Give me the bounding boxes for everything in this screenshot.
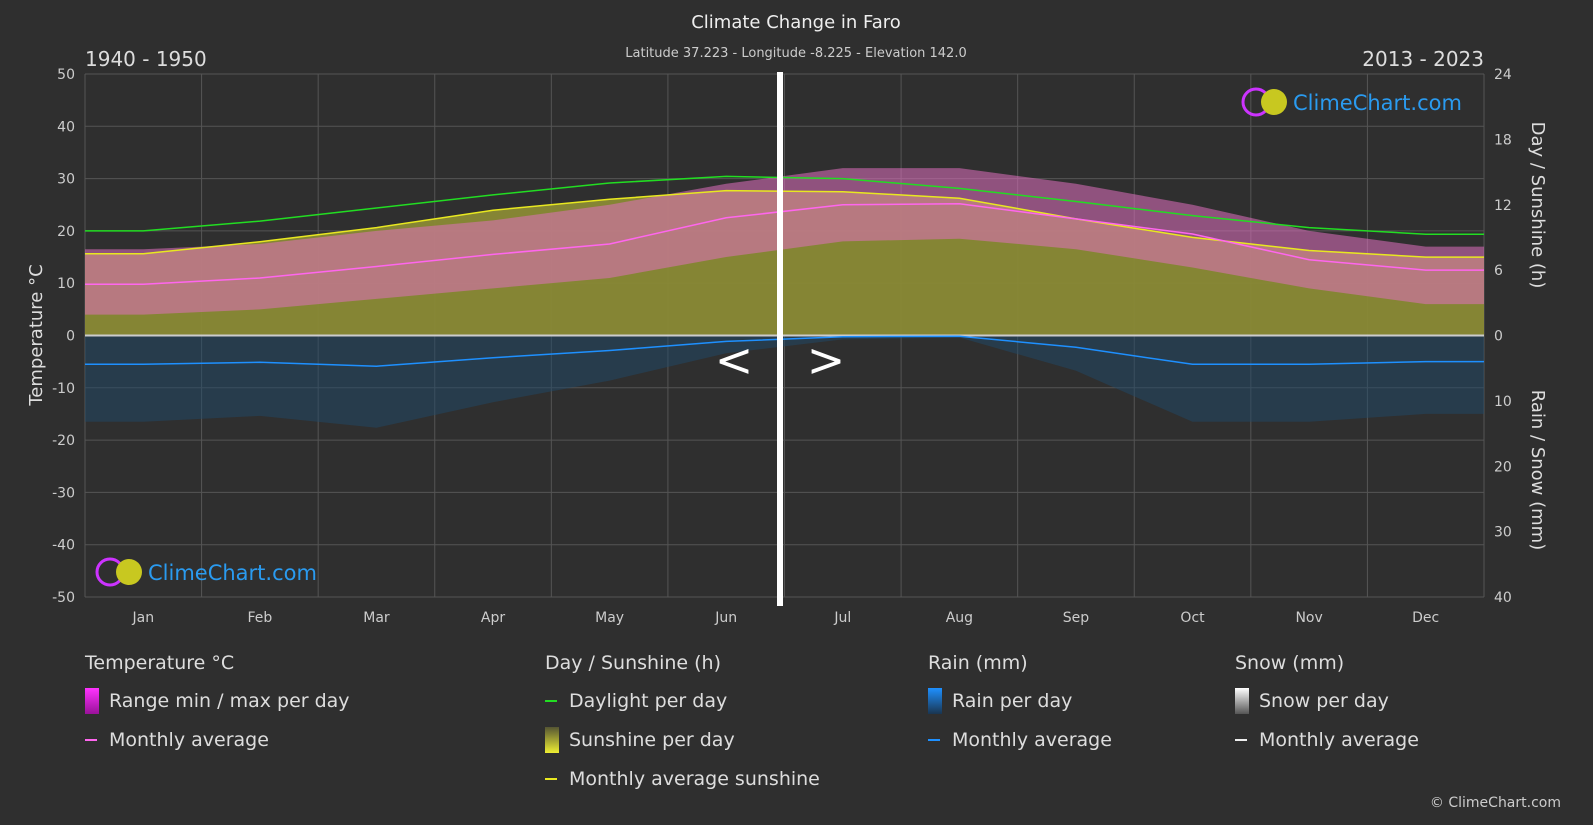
x-tick-month: Aug xyxy=(946,610,973,626)
legend-item: Monthly average xyxy=(109,729,269,751)
legend-title: Temperature °C xyxy=(85,652,235,674)
legend-item: Monthly average xyxy=(1259,729,1419,751)
legend-title: Rain (mm) xyxy=(928,652,1028,674)
chart-svg: Climate Change in Faro Latitude 37.223 -… xyxy=(26,12,1548,626)
line-swatch-icon xyxy=(85,739,97,741)
logo-text: ClimeChart.com xyxy=(148,561,317,585)
rain-per-day-area xyxy=(85,335,1484,428)
copyright: © ClimeChart.com xyxy=(1429,795,1561,811)
temperature-average-line xyxy=(85,202,1484,285)
legend-sunshine: Day / Sunshine (h) Daylight per day Suns… xyxy=(545,652,820,805)
x-tick-month: Jan xyxy=(131,610,154,626)
logo-text: ClimeChart.com xyxy=(1293,91,1462,115)
legend-item: Daylight per day xyxy=(569,690,728,712)
legend-item: Rain per day xyxy=(952,690,1073,712)
y-axis-label-right-top: Day / Sunshine (h) xyxy=(1527,122,1548,289)
line-swatch-icon xyxy=(545,700,557,702)
x-tick-month: Sep xyxy=(1063,610,1090,626)
chart-marks xyxy=(85,168,1484,428)
y-tick-left: -50 xyxy=(52,590,75,606)
range-swatch-icon xyxy=(85,688,99,714)
y-tick-left: 40 xyxy=(57,119,75,135)
sunshine-average-line xyxy=(85,189,1484,258)
x-tick-month: Nov xyxy=(1295,610,1322,626)
rain-average-line xyxy=(85,335,1484,367)
x-tick-month: Dec xyxy=(1412,610,1439,626)
x-tick-month: Jul xyxy=(833,610,851,626)
y-tick-left: 50 xyxy=(57,67,75,83)
y-tick-right-rain: 20 xyxy=(1494,459,1512,475)
axis-ticks: 50 40 30 20 10 0 -10 -20 -30 -40 -50 24 18 12 6 0 10 20 30… xyxy=(52,67,1512,626)
legend-item: Snow per day xyxy=(1259,690,1389,712)
logo-bottom[interactable]: ClimeChart.com xyxy=(95,557,317,587)
legend-snow: Snow (mm) Snow per day Monthly average xyxy=(1235,652,1419,766)
legend-item: Range min / max per day xyxy=(109,690,350,712)
y-tick-left: 0 xyxy=(66,329,75,345)
temperature-range-band xyxy=(85,168,1484,315)
y-tick-right-rain: 40 xyxy=(1494,590,1512,606)
period-divider-handle[interactable] xyxy=(777,72,783,606)
legend-temperature: Temperature °C Range min / max per day M… xyxy=(85,652,350,766)
y-tick-left: -10 xyxy=(52,381,75,397)
y-tick-right-sunshine: 18 xyxy=(1494,132,1512,148)
previous-period-arrow[interactable]: < xyxy=(715,333,754,387)
y-tick-right-rain: 30 xyxy=(1494,525,1512,541)
legend-item: Monthly average xyxy=(952,729,1112,751)
rain-swatch-icon xyxy=(928,688,942,714)
y-tick-left: -40 xyxy=(52,538,75,554)
line-swatch-icon xyxy=(928,739,940,741)
y-axis-label-right-bottom: Rain / Snow (mm) xyxy=(1527,390,1548,550)
daylight-line xyxy=(85,175,1484,235)
legend-rain: Rain (mm) Rain per day Monthly average xyxy=(928,652,1112,766)
y-tick-left: 30 xyxy=(57,172,75,188)
line-swatch-icon xyxy=(545,778,557,780)
y-tick-left: 20 xyxy=(57,224,75,240)
legend-item: Monthly average sunshine xyxy=(569,768,820,790)
y-tick-right-rain: 10 xyxy=(1494,394,1512,410)
snow-swatch-icon xyxy=(1235,688,1249,714)
y-tick-right-sunshine: 0 xyxy=(1494,329,1503,345)
logo-top[interactable]: ClimeChart.com xyxy=(1241,87,1462,117)
line-swatch-icon xyxy=(1235,739,1247,741)
y-axis-label-left: Temperature °C xyxy=(26,264,47,406)
x-tick-month: Feb xyxy=(247,610,272,626)
y-tick-left: -20 xyxy=(52,433,75,449)
x-tick-month: Apr xyxy=(481,610,505,626)
logo-sun-icon xyxy=(1261,89,1287,115)
x-tick-month: Jun xyxy=(714,610,737,626)
y-tick-left: -30 xyxy=(52,485,75,501)
legend-item: Sunshine per day xyxy=(569,729,735,751)
x-tick-month: Oct xyxy=(1180,610,1205,626)
legend-title: Snow (mm) xyxy=(1235,652,1345,674)
next-period-arrow[interactable]: > xyxy=(807,333,846,387)
y-tick-left: 10 xyxy=(57,276,75,292)
x-tick-month: Mar xyxy=(363,610,390,626)
logo-sun-icon xyxy=(116,559,142,585)
period-right: 2013 - 2023 xyxy=(1362,47,1484,71)
x-tick-month: May xyxy=(595,610,624,626)
chart-title: Climate Change in Faro xyxy=(691,12,901,33)
legend-title: Day / Sunshine (h) xyxy=(545,652,722,674)
chart-subtitle: Latitude 37.223 - Longitude -8.225 - Ele… xyxy=(625,46,966,61)
y-tick-right-sunshine: 6 xyxy=(1494,263,1503,279)
period-left: 1940 - 1950 xyxy=(85,47,207,71)
y-tick-right-sunshine: 24 xyxy=(1494,67,1512,83)
y-tick-right-sunshine: 12 xyxy=(1494,198,1512,214)
sunshine-swatch-icon xyxy=(545,727,559,753)
